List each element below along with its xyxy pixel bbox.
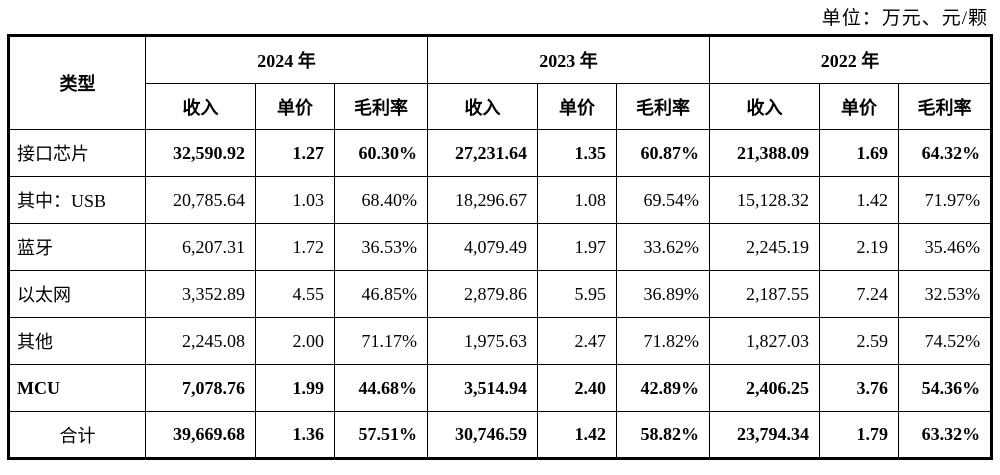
table-row-interface-chips: 接口芯片 32,590.92 1.27 60.30% 27,231.64 1.3… <box>8 129 993 177</box>
value-cell: 6,207.31 <box>145 223 256 271</box>
value-cell: 2.19 <box>819 223 900 271</box>
row-label: 其中：USB <box>8 176 146 224</box>
value-cell: 7,078.76 <box>145 364 256 412</box>
value-cell: 1.99 <box>255 364 335 412</box>
value-cell: 2.59 <box>819 317 900 365</box>
value-cell: 74.52% <box>898 317 993 365</box>
metric-header-margin: 毛利率 <box>616 83 711 130</box>
value-cell: 39,669.68 <box>145 411 256 459</box>
value-cell: 1.79 <box>819 411 900 459</box>
value-cell: 2,187.55 <box>709 270 821 318</box>
value-cell: 1.42 <box>537 411 618 459</box>
row-label: 蓝牙 <box>8 223 146 271</box>
value-cell: 46.85% <box>333 270 429 318</box>
row-label: 接口芯片 <box>8 129 146 177</box>
table-row-total: 合计 39,669.68 1.36 57.51% 30,746.59 1.42 … <box>8 411 993 459</box>
revenue-price-margin-table: 类型 2024 年 2023 年 2022 年 收入 单价 毛利率 收入 单价 … <box>7 34 994 460</box>
value-cell: 3,352.89 <box>145 270 256 318</box>
value-cell: 5.95 <box>537 270 618 318</box>
value-cell: 36.53% <box>333 223 429 271</box>
value-cell: 3.76 <box>819 364 900 412</box>
table-row-usb: 其中：USB 20,785.64 1.03 68.40% 18,296.67 1… <box>8 176 993 224</box>
header-row-years: 类型 2024 年 2023 年 2022 年 <box>8 35 993 130</box>
value-cell: 36.89% <box>616 270 711 318</box>
value-cell: 2.40 <box>537 364 618 412</box>
year-header-2023: 2023 年 <box>427 35 711 84</box>
value-cell: 4.55 <box>255 270 335 318</box>
value-cell: 1.97 <box>537 223 618 271</box>
value-cell: 2,406.25 <box>709 364 821 412</box>
value-cell: 1.27 <box>255 129 335 177</box>
row-label: 合计 <box>8 411 146 459</box>
value-cell: 44.68% <box>333 364 429 412</box>
metric-header-price: 单价 <box>255 83 335 130</box>
value-cell: 71.17% <box>333 317 429 365</box>
value-cell: 69.54% <box>616 176 711 224</box>
value-cell: 1.69 <box>819 129 900 177</box>
value-cell: 63.32% <box>898 411 993 459</box>
value-cell: 27,231.64 <box>427 129 539 177</box>
value-cell: 60.87% <box>616 129 711 177</box>
value-cell: 68.40% <box>333 176 429 224</box>
value-cell: 18,296.67 <box>427 176 539 224</box>
type-header: 类型 <box>8 35 146 130</box>
value-cell: 23,794.34 <box>709 411 821 459</box>
table-row-mcu: MCU 7,078.76 1.99 44.68% 3,514.94 2.40 4… <box>8 364 993 412</box>
row-label: 其他 <box>8 317 146 365</box>
value-cell: 30,746.59 <box>427 411 539 459</box>
year-header-2024: 2024 年 <box>144 35 429 84</box>
value-cell: 58.82% <box>616 411 711 459</box>
value-cell: 57.51% <box>333 411 429 459</box>
value-cell: 1.72 <box>255 223 335 271</box>
value-cell: 1,827.03 <box>709 317 821 365</box>
year-header-2022: 2022 年 <box>709 35 993 84</box>
value-cell: 20,785.64 <box>145 176 256 224</box>
header-row-metrics: 收入 单价 毛利率 收入 单价 毛利率 收入 单价 毛利率 <box>9 83 993 130</box>
table-row-others: 其他 2,245.08 2.00 71.17% 1,975.63 2.47 71… <box>8 317 993 365</box>
value-cell: 7.24 <box>819 270 900 318</box>
value-cell: 1.36 <box>255 411 335 459</box>
value-cell: 60.30% <box>333 129 429 177</box>
value-cell: 21,388.09 <box>709 129 821 177</box>
row-label: MCU <box>8 364 146 412</box>
value-cell: 2,245.08 <box>145 317 256 365</box>
value-cell: 1,975.63 <box>427 317 539 365</box>
unit-label: 单位：万元、元/颗 <box>821 8 988 29</box>
value-cell: 2.47 <box>537 317 618 365</box>
value-cell: 71.97% <box>898 176 993 224</box>
metric-header-revenue: 收入 <box>145 83 256 130</box>
value-cell: 1.42 <box>819 176 900 224</box>
value-cell: 2.00 <box>255 317 335 365</box>
table-row-ethernet: 以太网 3,352.89 4.55 46.85% 2,879.86 5.95 3… <box>8 270 993 318</box>
metric-header-revenue: 收入 <box>427 83 539 130</box>
value-cell: 35.46% <box>898 223 993 271</box>
metric-header-revenue: 收入 <box>709 83 821 130</box>
metric-header-price: 单价 <box>537 83 618 130</box>
metric-header-margin: 毛利率 <box>333 83 429 130</box>
value-cell: 4,079.49 <box>427 223 539 271</box>
value-cell: 32,590.92 <box>145 129 256 177</box>
row-label: 以太网 <box>8 270 146 318</box>
value-cell: 2,245.19 <box>709 223 821 271</box>
value-cell: 2,879.86 <box>427 270 539 318</box>
value-cell: 1.08 <box>537 176 618 224</box>
value-cell: 64.32% <box>898 129 993 177</box>
metric-header-price: 单价 <box>819 83 900 130</box>
value-cell: 71.82% <box>616 317 711 365</box>
value-cell: 3,514.94 <box>427 364 539 412</box>
value-cell: 1.03 <box>255 176 335 224</box>
table-row-bluetooth: 蓝牙 6,207.31 1.72 36.53% 4,079.49 1.97 33… <box>8 223 993 271</box>
metric-header-margin: 毛利率 <box>898 83 993 130</box>
value-cell: 32.53% <box>898 270 993 318</box>
value-cell: 1.35 <box>537 129 618 177</box>
value-cell: 33.62% <box>616 223 711 271</box>
value-cell: 15,128.32 <box>709 176 821 224</box>
value-cell: 54.36% <box>898 364 993 412</box>
value-cell: 42.89% <box>616 364 711 412</box>
